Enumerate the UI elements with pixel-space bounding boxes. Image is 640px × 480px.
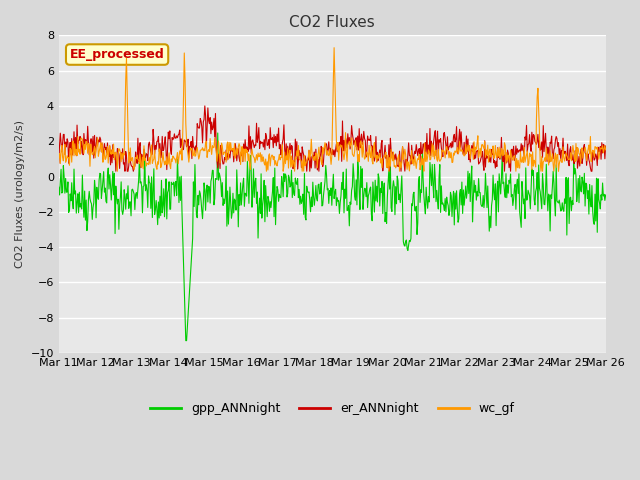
Text: EE_processed: EE_processed [70, 48, 164, 61]
Title: CO2 Fluxes: CO2 Fluxes [289, 15, 375, 30]
Legend: gpp_ANNnight, er_ANNnight, wc_gf: gpp_ANNnight, er_ANNnight, wc_gf [145, 397, 520, 420]
Y-axis label: CO2 Fluxes (urology/m2/s): CO2 Fluxes (urology/m2/s) [15, 120, 25, 268]
